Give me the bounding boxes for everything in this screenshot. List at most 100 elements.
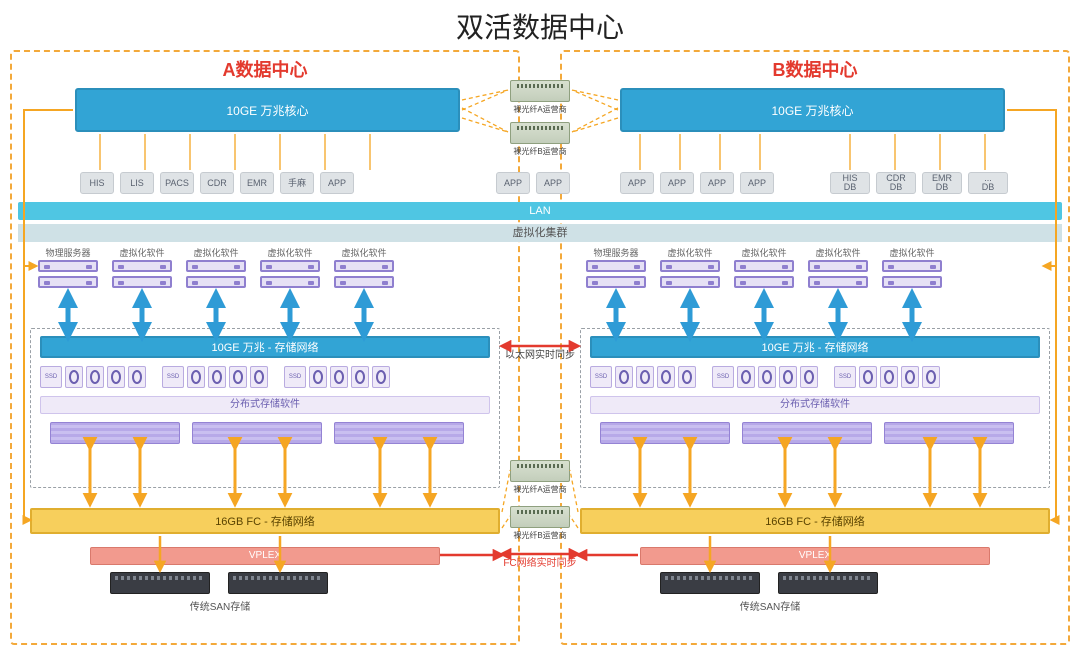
server-labels-b: 物理服务器 虚拟化软件 虚拟化软件 虚拟化软件 虚拟化软件 [586, 246, 942, 259]
rack-icon [192, 422, 322, 444]
disk-icon [250, 366, 268, 388]
server [112, 260, 172, 294]
disk-icon [657, 366, 675, 388]
fiber-device-2 [510, 122, 570, 144]
disk-icon [615, 366, 633, 388]
chips-b-right: HIS DB CDR DB EMR DB ... DB [830, 172, 1008, 194]
srv-label: 物理服务器 [586, 246, 646, 259]
san-icon [110, 572, 210, 594]
srv-label: 虚拟化软件 [660, 246, 720, 259]
servers-a [38, 260, 394, 294]
san-icon [778, 572, 878, 594]
disk-icon [901, 366, 919, 388]
server [734, 260, 794, 294]
chip: CDR DB [876, 172, 916, 194]
server [186, 260, 246, 294]
storage-net-b: 10GE 万兆 - 存储网络 [590, 336, 1040, 358]
rack-icon [600, 422, 730, 444]
srv-label: 虚拟化软件 [734, 246, 794, 259]
ssd-icon: SSD [590, 366, 612, 388]
srv-label: 虚拟化软件 [882, 246, 942, 259]
disks-b: SSD SSD SSD [590, 366, 940, 388]
disk-icon [779, 366, 797, 388]
chip: CDR [200, 172, 234, 194]
chip: APP [660, 172, 694, 194]
server [808, 260, 868, 294]
disk-icon [859, 366, 877, 388]
racks-b [600, 422, 1014, 444]
dist-b: 分布式存储软件 [590, 396, 1040, 414]
server [260, 260, 320, 294]
fiber-label-3: 裸光纤A运营商 [510, 484, 570, 495]
chip: APP [700, 172, 734, 194]
chip: EMR [240, 172, 274, 194]
dc-a-title: A数据中心 [12, 56, 518, 82]
fc-sync-label: FC网络实时同步 [500, 554, 580, 569]
san-label-b: 传统SAN存储 [660, 598, 880, 613]
chips-a: HIS LIS PACS CDR EMR 手麻 APP [80, 172, 354, 194]
fiber-label-1: 裸光纤A运营商 [510, 104, 570, 115]
storage-net-a: 10GE 万兆 - 存储网络 [40, 336, 490, 358]
disk-icon [86, 366, 104, 388]
server [882, 260, 942, 294]
server-labels-a: 物理服务器 虚拟化软件 虚拟化软件 虚拟化软件 虚拟化软件 [38, 246, 394, 259]
chip: HIS DB [830, 172, 870, 194]
page-title: 双活数据中心 [0, 0, 1080, 50]
san-a [110, 572, 328, 594]
ssd-icon: SSD [712, 366, 734, 388]
dist-a: 分布式存储软件 [40, 396, 490, 414]
cluster-bar: 虚拟化集群 [18, 224, 1062, 242]
disk-icon [737, 366, 755, 388]
core-a: 10GE 万兆核心 [75, 88, 460, 132]
server [38, 260, 98, 294]
vplex-a: VPLEX [90, 547, 440, 565]
core-b: 10GE 万兆核心 [620, 88, 1005, 132]
disk-icon [65, 366, 83, 388]
server [334, 260, 394, 294]
chip: HIS [80, 172, 114, 194]
chip: 手麻 [280, 172, 314, 194]
disk-icon [372, 366, 390, 388]
fiber-device-1 [510, 80, 570, 102]
disks-a: SSD SSD SSD [40, 366, 390, 388]
rack-icon [334, 422, 464, 444]
disk-icon [758, 366, 776, 388]
ssd-icon: SSD [834, 366, 856, 388]
chip: PACS [160, 172, 194, 194]
disk-icon [309, 366, 327, 388]
disk-icon [678, 366, 696, 388]
ssd-icon: SSD [40, 366, 62, 388]
srv-label: 虚拟化软件 [808, 246, 868, 259]
disk-icon [880, 366, 898, 388]
srv-label: 虚拟化软件 [112, 246, 172, 259]
disk-icon [330, 366, 348, 388]
disk-icon [922, 366, 940, 388]
eth-sync-label: 以太网实时同步 [500, 346, 580, 361]
san-icon [660, 572, 760, 594]
rack-icon [884, 422, 1014, 444]
disk-icon [187, 366, 205, 388]
chips-center: APP APP [496, 172, 570, 194]
disk-icon [351, 366, 369, 388]
vplex-b: VPLEX [640, 547, 990, 565]
srv-label: 虚拟化软件 [260, 246, 320, 259]
fiber-label-2: 裸光纤B运营商 [510, 146, 570, 157]
disk-icon [128, 366, 146, 388]
server [586, 260, 646, 294]
disk-icon [229, 366, 247, 388]
fiber-device-3 [510, 460, 570, 482]
chip: APP [536, 172, 570, 194]
rack-icon [742, 422, 872, 444]
chip: ... DB [968, 172, 1008, 194]
chip: EMR DB [922, 172, 962, 194]
chips-b-left: APP APP APP APP [620, 172, 774, 194]
diagram-stage: A数据中心 B数据中心 10GE 万兆核心 10GE 万兆核心 裸光纤A运营商 … [10, 50, 1070, 650]
dc-b-title: B数据中心 [562, 56, 1068, 82]
srv-label: 物理服务器 [38, 246, 98, 259]
chip: LIS [120, 172, 154, 194]
fc-a: 16GB FC - 存储网络 [30, 508, 500, 534]
srv-label: 虚拟化软件 [186, 246, 246, 259]
disk-icon [636, 366, 654, 388]
ssd-icon: SSD [284, 366, 306, 388]
chip: APP [496, 172, 530, 194]
